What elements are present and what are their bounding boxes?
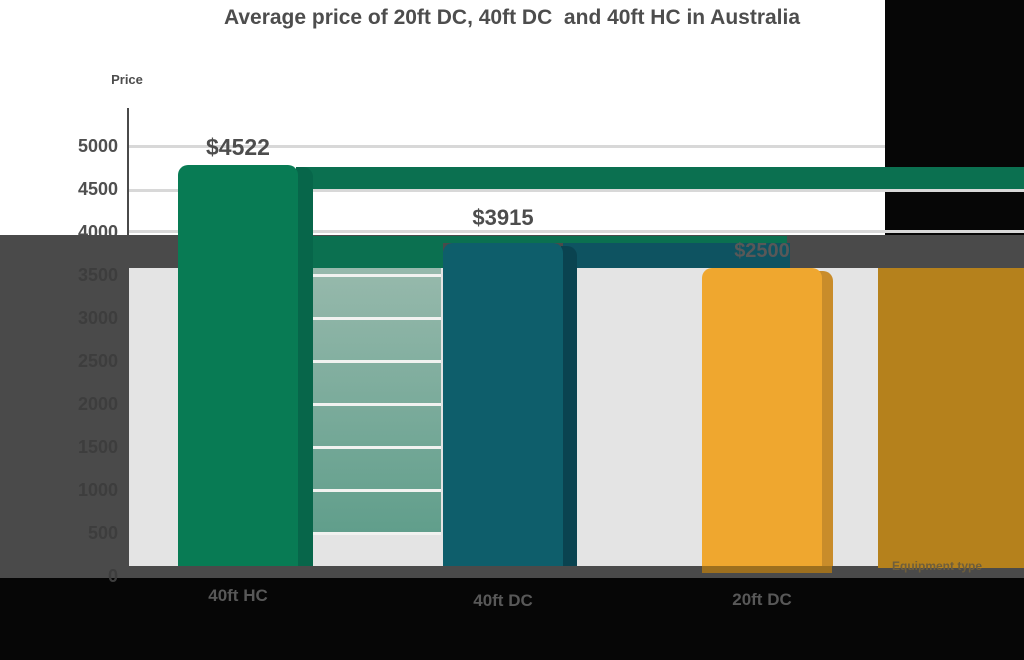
chart-title: Average price of 20ft DC, 40ft DC and 40…	[223, 6, 801, 29]
bar-shadow-40ft-hc	[296, 167, 313, 566]
x-tick-label-40ft-dc: 40ft DC	[473, 591, 533, 610]
x-tick-label-20ft-dc: 20ft DC	[732, 590, 792, 609]
gridline	[305, 317, 441, 320]
gridline	[305, 403, 441, 406]
y-tick-label: 1000	[77, 480, 118, 500]
orange-glitch-sliver	[702, 566, 832, 573]
bar-20ft-dc	[702, 268, 822, 566]
value-label-20ft-dc: $2500	[734, 240, 790, 262]
y-tick-label: 0	[107, 566, 118, 586]
gridline	[305, 360, 441, 363]
dark-band-left-margin	[0, 235, 128, 578]
gridline	[128, 230, 1024, 233]
gridline	[305, 446, 441, 449]
value-label-40ft-dc: $3915	[472, 205, 534, 230]
x-tick-label-40ft-hc: 40ft HC	[208, 586, 268, 605]
green-glitch-stripe	[298, 167, 1024, 190]
gridline	[305, 489, 441, 492]
gridline	[128, 145, 885, 148]
bar-40ft-dc	[443, 243, 563, 566]
y-tick-label: 1500	[77, 437, 118, 457]
sage-glitch-overlay	[305, 268, 441, 535]
value-label-40ft-hc: $4522	[206, 134, 270, 160]
y-axis-title: Price	[111, 72, 143, 87]
black-glitch-region-top-right	[885, 0, 1024, 235]
gridline	[128, 189, 1024, 192]
y-axis-line	[127, 108, 129, 566]
black-glitch-region-bottom	[0, 578, 1024, 660]
gridline	[305, 532, 441, 535]
y-tick-label: 5000	[77, 136, 118, 156]
gridline	[305, 274, 441, 277]
y-tick-label: 500	[87, 523, 118, 543]
green-glitch-band	[313, 236, 787, 243]
orange-glitch-smear	[878, 268, 1024, 568]
y-tick-label: 2500	[77, 351, 118, 371]
teal-glitch-band	[563, 243, 790, 268]
y-tick-label: 3500	[77, 265, 118, 285]
green-glitch-band	[313, 243, 443, 268]
bar-40ft-hc	[178, 165, 298, 566]
x-axis-title: Equipment type	[892, 559, 983, 573]
y-tick-label: 2000	[77, 394, 118, 414]
dark-band-baseline	[0, 566, 1024, 578]
y-tick-label: 4500	[77, 179, 118, 199]
bar-shadow-40ft-dc	[561, 246, 577, 566]
y-tick-label: 3000	[77, 308, 118, 328]
